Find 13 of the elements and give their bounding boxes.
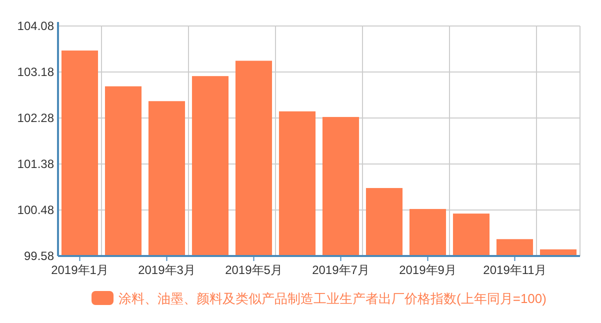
y-tick-label: 103.18 bbox=[17, 65, 54, 79]
x-tick-label: 2019年1月 bbox=[51, 263, 108, 277]
y-tick-label: 101.38 bbox=[17, 157, 54, 171]
x-tick-label: 2019年11月 bbox=[483, 263, 546, 277]
y-tick-label: 100.48 bbox=[17, 203, 54, 217]
y-tick-label: 104.08 bbox=[17, 19, 54, 33]
x-tick-label: 2019年3月 bbox=[138, 263, 196, 277]
y-tick-label: 99.58 bbox=[24, 249, 54, 263]
x-tick-label: 2019年5月 bbox=[225, 263, 282, 277]
x-tick-label: 2019年7月 bbox=[312, 263, 370, 277]
legend-label: 涂料、油墨、颜料及类似产品制造工业生产者出厂价格指数(上年同月=100) bbox=[118, 291, 546, 306]
y-tick-label: 102.28 bbox=[17, 111, 54, 125]
x-tick-label: 2019年9月 bbox=[399, 263, 456, 277]
